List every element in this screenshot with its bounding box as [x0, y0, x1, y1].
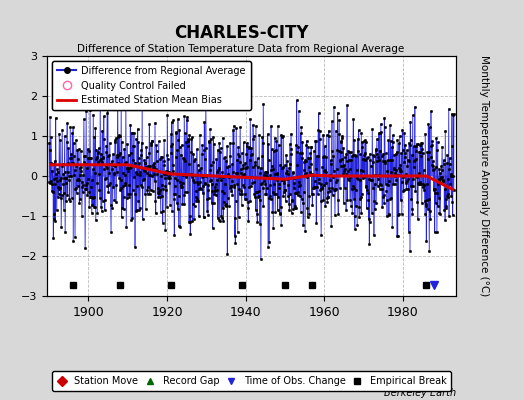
Legend: Station Move, Record Gap, Time of Obs. Change, Empirical Break: Station Move, Record Gap, Time of Obs. C… — [52, 372, 451, 391]
Legend: Difference from Regional Average, Quality Control Failed, Estimated Station Mean: Difference from Regional Average, Qualit… — [52, 61, 250, 110]
Text: Berkeley Earth: Berkeley Earth — [384, 388, 456, 398]
Y-axis label: Monthly Temperature Anomaly Difference (°C): Monthly Temperature Anomaly Difference (… — [479, 55, 489, 297]
Text: CHARLES-CITY: CHARLES-CITY — [174, 24, 308, 42]
Text: Difference of Station Temperature Data from Regional Average: Difference of Station Temperature Data f… — [78, 44, 405, 54]
